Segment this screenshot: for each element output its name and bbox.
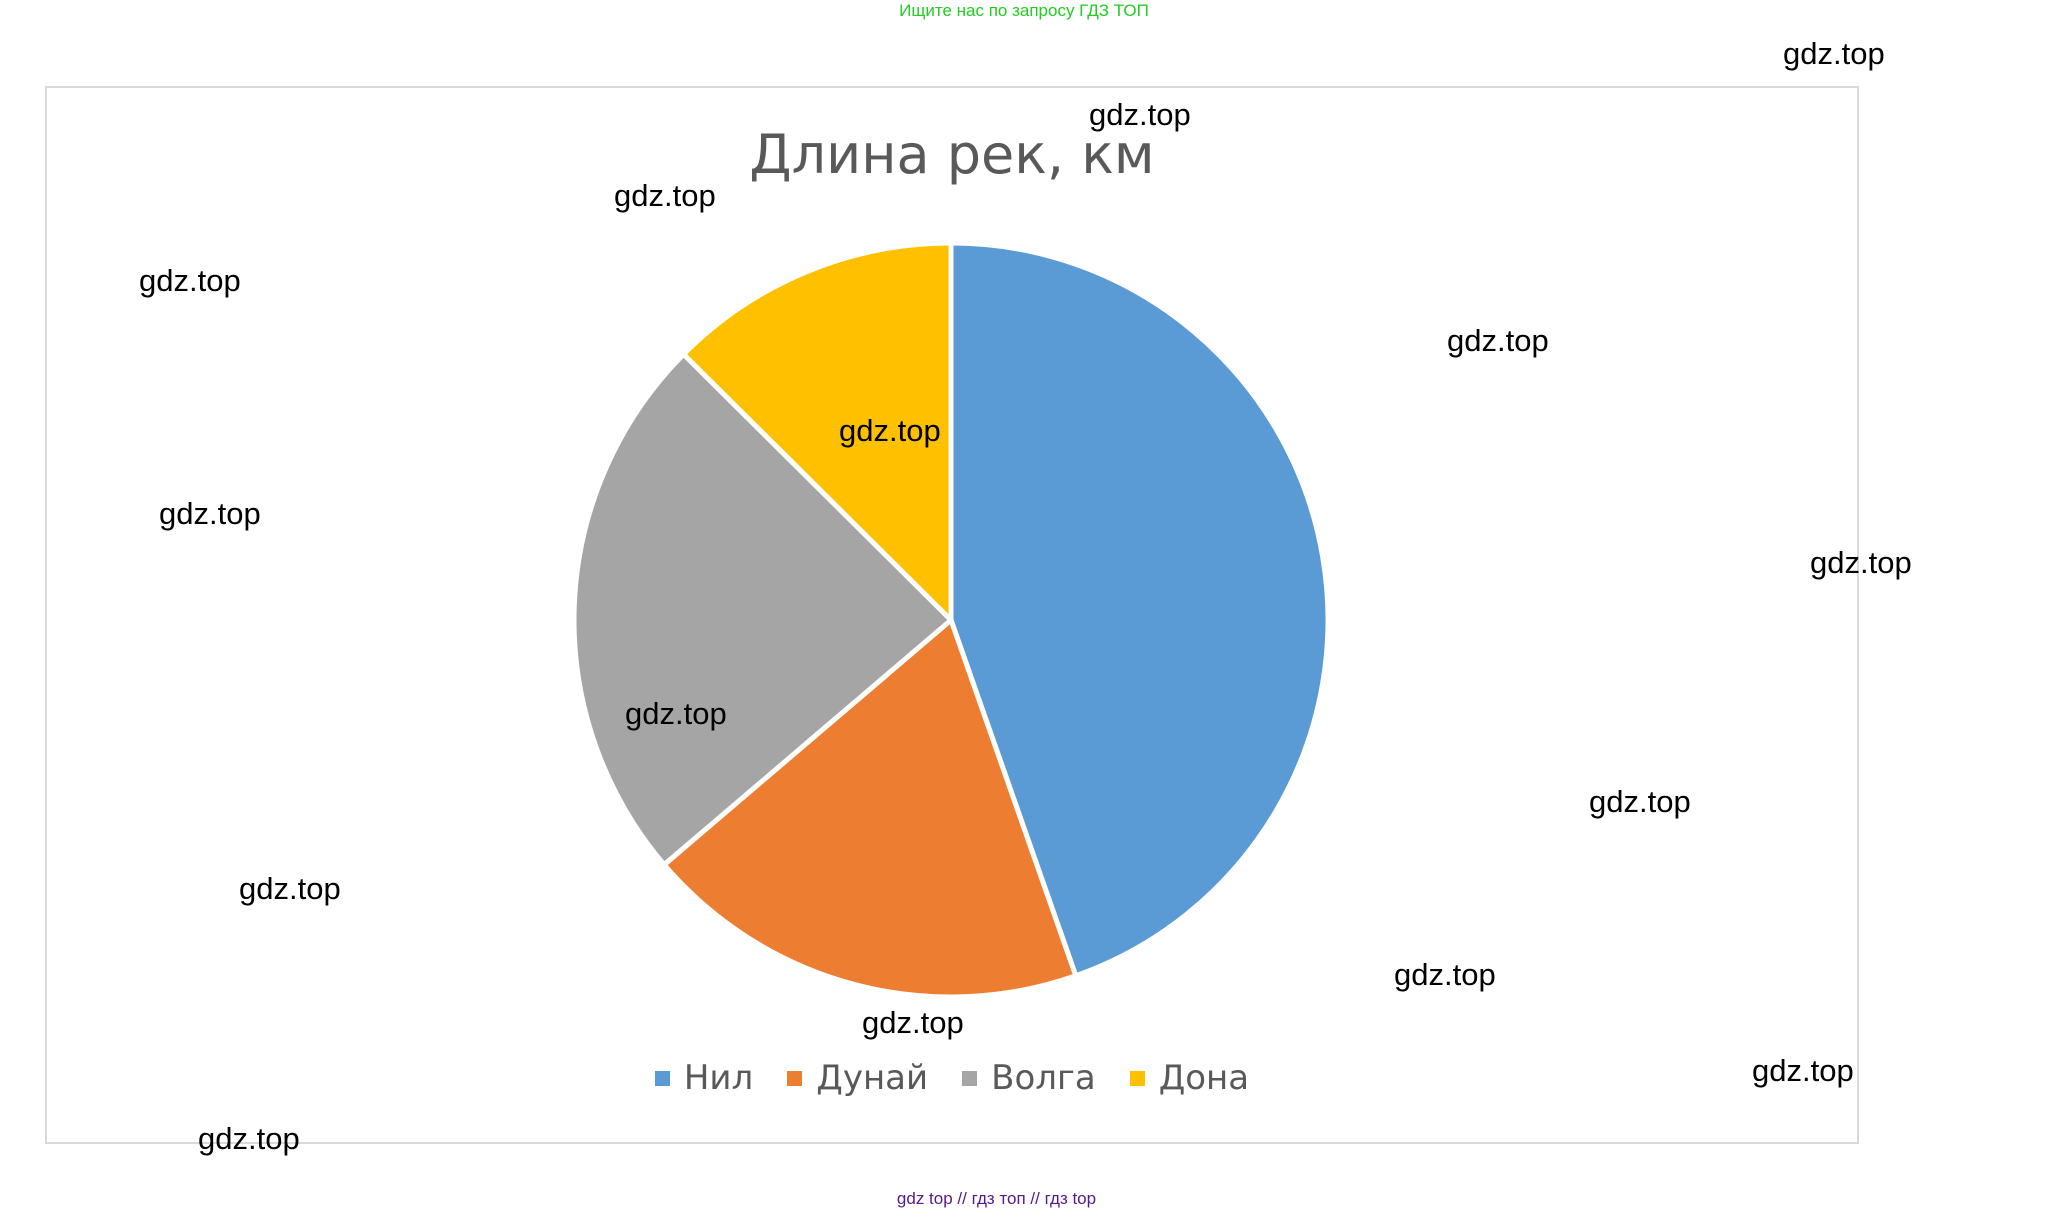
watermark-text: gdz.top: [1447, 323, 1549, 358]
watermark-text: gdz.top: [839, 413, 941, 448]
pie-slice-nile: [948, 240, 1331, 979]
legend-label-don: Дона: [1158, 1058, 1250, 1098]
legend-label-volga: Волга: [991, 1058, 1096, 1098]
legend-label-danube: Дунай: [816, 1058, 929, 1098]
watermark-text: gdz.top: [1752, 1053, 1854, 1088]
watermark-text: gdz.top: [862, 1005, 964, 1040]
watermark-text: gdz.top: [1783, 36, 1885, 71]
watermark-text: gdz.top: [614, 178, 716, 213]
chart-legend: Нил Дунай Волга Дона: [0, 1058, 1904, 1098]
watermark-text: gdz.top: [239, 871, 341, 906]
pie-slice-don: [681, 240, 954, 623]
chart-title: Длина рек, км: [749, 123, 1155, 186]
watermark-text: gdz.top: [159, 496, 261, 531]
legend-item-danube: Дунай: [787, 1058, 928, 1098]
legend-item-don: Дона: [1129, 1058, 1250, 1098]
legend-swatch-nile: [654, 1070, 670, 1086]
top-banner[interactable]: Ищите нас по запросу ГДЗ ТОП: [0, 1, 2053, 21]
legend-label-nile: Нил: [683, 1058, 754, 1098]
pie-slice-volga: [571, 351, 954, 868]
legend-item-volga: Волга: [962, 1058, 1096, 1098]
watermark-text: gdz.top: [139, 263, 241, 298]
legend-swatch-volga: [962, 1070, 978, 1086]
footer-links[interactable]: gdz top // гдз топ // гдз top: [0, 1190, 2053, 1207]
watermark-text: gdz.top: [1089, 97, 1191, 132]
legend-swatch-don: [1129, 1070, 1145, 1086]
legend-item-nile: Нил: [654, 1058, 754, 1098]
footer-links-text[interactable]: gdz top // гдз топ // гдз top: [896, 1189, 1097, 1208]
watermark-text: gdz.top: [198, 1121, 300, 1156]
pie-slice-danube: [661, 617, 1079, 1000]
watermark-text: gdz.top: [1810, 545, 1912, 580]
top-banner-text[interactable]: Ищите нас по запросу ГДЗ ТОП: [899, 1, 1149, 20]
watermark-text: gdz.top: [1394, 957, 1496, 992]
legend-swatch-danube: [787, 1070, 803, 1086]
watermark-text: gdz.top: [1589, 784, 1691, 819]
watermark-text: gdz.top: [625, 696, 727, 731]
